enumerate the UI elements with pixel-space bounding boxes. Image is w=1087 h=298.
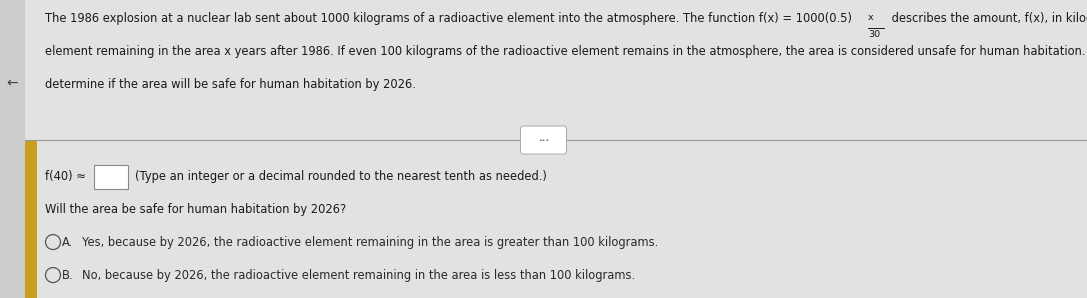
Text: B.: B. bbox=[62, 269, 74, 282]
FancyBboxPatch shape bbox=[0, 0, 25, 298]
Text: A.: A. bbox=[62, 236, 73, 249]
Text: The 1986 explosion at a nuclear lab sent about 1000 kilograms of a radioactive e: The 1986 explosion at a nuclear lab sent… bbox=[45, 12, 852, 25]
Text: Will the area be safe for human habitation by 2026?: Will the area be safe for human habitati… bbox=[45, 203, 346, 216]
FancyBboxPatch shape bbox=[25, 0, 1087, 298]
Text: (Type an integer or a decimal rounded to the nearest tenth as needed.): (Type an integer or a decimal rounded to… bbox=[135, 170, 547, 183]
Text: ←: ← bbox=[7, 77, 17, 90]
Text: f(40) ≈: f(40) ≈ bbox=[45, 170, 89, 183]
Text: x: x bbox=[869, 13, 874, 22]
FancyBboxPatch shape bbox=[25, 140, 37, 298]
FancyBboxPatch shape bbox=[93, 165, 128, 189]
Text: Yes, because by 2026, the radioactive element remaining in the area is greater t: Yes, because by 2026, the radioactive el… bbox=[82, 236, 659, 249]
Text: No, because by 2026, the radioactive element remaining in the area is less than : No, because by 2026, the radioactive ele… bbox=[82, 269, 635, 282]
Text: determine if the area will be safe for human habitation by 2026.: determine if the area will be safe for h… bbox=[45, 78, 416, 91]
Text: •••: ••• bbox=[538, 138, 549, 142]
Text: describes the amount, f(x), in kilograms, of a radioactive: describes the amount, f(x), in kilograms… bbox=[888, 12, 1087, 25]
Text: element remaining in the area x years after 1986. If even 100 kilograms of the r: element remaining in the area x years af… bbox=[45, 45, 1087, 58]
FancyBboxPatch shape bbox=[521, 126, 566, 154]
Text: 30: 30 bbox=[869, 30, 880, 39]
